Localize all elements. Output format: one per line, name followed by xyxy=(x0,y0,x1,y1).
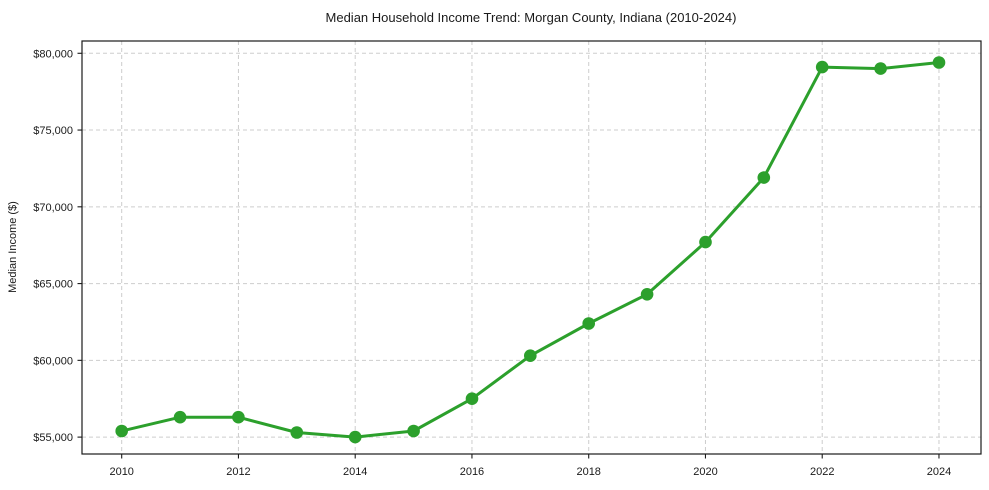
data-point-2012 xyxy=(232,410,245,424)
y-tick-label: $55,000 xyxy=(33,432,73,444)
trend-line xyxy=(121,61,940,439)
y-axis-label: Median Income ($) xyxy=(7,201,19,293)
data-point-2016 xyxy=(465,392,479,406)
chart-title: Median Household Income Trend: Morgan Co… xyxy=(326,10,737,25)
grid-layer xyxy=(82,41,981,454)
y-tick-label: $75,000 xyxy=(33,125,73,137)
data-point-2020 xyxy=(699,235,712,249)
x-tick-label: 2016 xyxy=(460,466,484,478)
series-layer xyxy=(115,56,946,444)
data-point-2013 xyxy=(290,426,304,439)
data-point-2024 xyxy=(932,56,946,69)
data-point-2014 xyxy=(348,430,362,444)
axis-layer: $55,000 $60,000 $65,000 $70,000 $75,000 $80,0… xyxy=(33,40,982,478)
data-point-2022 xyxy=(815,60,829,74)
y-tick-label: $80,000 xyxy=(33,48,73,60)
x-tick-label: 2020 xyxy=(693,466,717,478)
plot-frame xyxy=(81,40,982,455)
y-tick-label: $65,000 xyxy=(33,279,73,291)
data-point-2017 xyxy=(524,349,537,363)
data-point-2015 xyxy=(407,424,420,438)
x-tick-label: 2012 xyxy=(226,466,250,478)
y-tick-label: $60,000 xyxy=(33,355,73,367)
y-tick-label: $70,000 xyxy=(33,202,73,214)
data-point-2019 xyxy=(640,288,654,301)
data-point-2011 xyxy=(173,410,187,424)
x-tick-label: 2014 xyxy=(343,466,367,478)
data-point-2018 xyxy=(582,317,595,330)
data-point-2023 xyxy=(874,62,887,75)
data-point-2021 xyxy=(757,171,771,184)
x-tick-label: 2010 xyxy=(109,466,133,478)
x-tick-label: 2018 xyxy=(576,466,600,478)
data-point-2010 xyxy=(115,424,128,438)
x-tick-label: 2024 xyxy=(927,466,951,478)
x-tick-label: 2022 xyxy=(810,466,834,478)
